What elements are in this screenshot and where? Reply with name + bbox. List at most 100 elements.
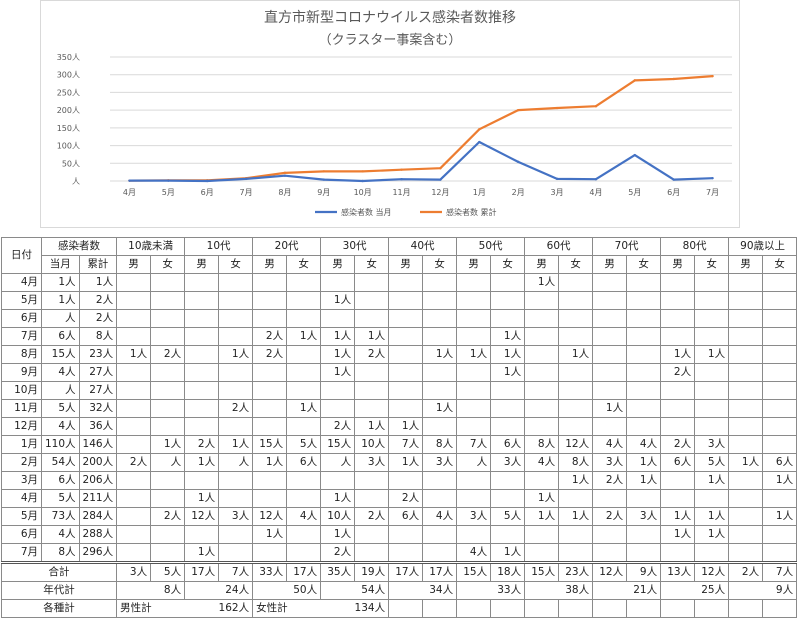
empty-cell [592, 599, 628, 618]
data-point [205, 179, 209, 183]
age-gender-cell [286, 417, 322, 436]
age-gender-cell: 1人 [354, 327, 390, 346]
age-gender-cell: 5人 [490, 507, 526, 526]
age-gender-cell [184, 363, 220, 382]
age-total-cell: 9人 [728, 581, 798, 600]
age-gender-cell [252, 309, 288, 328]
x-tick-label: 4月 [589, 188, 602, 197]
female-header: 女 [354, 255, 390, 274]
age-gender-cell [660, 291, 696, 310]
age-gender-cell: 1人 [286, 327, 322, 346]
age-gender-cell: 1人 [660, 507, 696, 526]
age-gender-cell [728, 327, 764, 346]
age-gender-cell [592, 291, 628, 310]
age-gender-cell [150, 525, 186, 544]
empty-cell [660, 599, 696, 618]
age-gender-cell [320, 381, 356, 400]
age-gender-cell [592, 525, 628, 544]
age-gender-cell: 12人 [252, 507, 288, 526]
age-gender-cell [422, 291, 458, 310]
age-gender-cell [116, 489, 152, 508]
female-header: 女 [286, 255, 322, 274]
age-gender-cell [286, 273, 322, 292]
age-gender-cell [286, 471, 322, 490]
age-gender-cell: 4人 [626, 435, 662, 454]
empty-cell [728, 599, 764, 618]
male-header: 男 [320, 255, 356, 274]
table-row: 6月人 2人 [1, 309, 798, 328]
age-gender-cell: 1人 [490, 363, 526, 382]
age-gender-cell: 6人 [286, 453, 322, 472]
age-gender-cell [422, 381, 458, 400]
month-count-header: 当月 [41, 255, 80, 274]
age-group-header: 10代 [184, 237, 254, 256]
cumulative-cell: 27人 [78, 363, 118, 382]
age-gender-cell [184, 525, 220, 544]
age-gender-cell: 6人 [660, 453, 696, 472]
age-gender-cell [694, 381, 730, 400]
age-gender-cell [354, 489, 390, 508]
age-gender-cell: 12人 [184, 507, 220, 526]
age-gender-cell [592, 273, 628, 292]
data-point [439, 178, 442, 181]
age-gender-cell [116, 291, 152, 310]
x-tick-label: 7月 [240, 188, 253, 197]
month-count-cell: 1人 [41, 273, 80, 292]
age-gender-cell [728, 525, 764, 544]
age-gender-cell [388, 309, 424, 328]
age-gender-cell [694, 489, 730, 508]
month-count-cell: 54人 [41, 453, 80, 472]
male-header: 男 [592, 255, 628, 274]
age-group-header: 80代 [660, 237, 730, 256]
male-total-label: 男性計 [120, 602, 152, 614]
empty-cell [626, 599, 662, 618]
data-point [594, 178, 598, 181]
cumulative-header: 累計 [78, 255, 118, 274]
age-gender-cell [150, 291, 186, 310]
total-cell: 7人 [218, 561, 254, 582]
x-tick-label: 3月 [551, 188, 564, 197]
age-gender-cell [762, 543, 798, 563]
female-header: 女 [150, 255, 186, 274]
age-gender-cell [592, 327, 628, 346]
age-gender-cell [150, 309, 186, 328]
age-gender-cell: 3人 [422, 453, 458, 472]
age-gender-cell: 4人 [524, 453, 560, 472]
data-point [361, 179, 364, 183]
age-gender-cell [626, 345, 662, 364]
age-gender-cell: 2人 [354, 345, 390, 364]
age-gender-cell [422, 417, 458, 436]
data-point [672, 77, 675, 81]
male-header: 男 [184, 255, 220, 274]
age-gender-cell: 1人 [150, 435, 186, 454]
male-header: 男 [524, 255, 560, 274]
age-gender-cell [524, 291, 560, 310]
age-gender-cell: 6人 [762, 453, 798, 472]
y-tick-label: 200人 [57, 106, 80, 115]
age-gender-cell [184, 381, 220, 400]
age-gender-cell [626, 399, 662, 418]
month-count-cell: 4人 [41, 363, 80, 382]
cumulative-cell: 296人 [78, 543, 118, 563]
age-gender-cell [694, 417, 730, 436]
x-tick-label: 5月 [162, 188, 175, 197]
age-group-header: 40代 [388, 237, 458, 256]
age-gender-cell [762, 489, 798, 508]
age-gender-cell [626, 291, 662, 310]
age-gender-cell [694, 543, 730, 563]
subheader-row: 当月 累計男女男女男女男女男女男女男女男女男女男女 [2, 255, 798, 274]
age-gender-cell: 1人 [490, 345, 526, 364]
y-tick-label: 100人 [57, 142, 80, 151]
age-gender-cell [456, 525, 492, 544]
age-gender-cell [660, 399, 696, 418]
date-cell: 1月 [1, 435, 42, 454]
month-count-cell: 4人 [41, 417, 80, 436]
total-cell: 13人 [660, 561, 696, 582]
cumulative-cell: 8人 [78, 327, 118, 346]
age-total-cell: 38人 [524, 581, 594, 600]
total-cell: 9人 [626, 561, 662, 582]
age-gender-cell [354, 309, 390, 328]
table-row: 3月 6人 206人 1人 2人 1人 1人 1人 [1, 471, 798, 490]
data-point [555, 106, 559, 110]
age-gender-cell [558, 381, 594, 400]
